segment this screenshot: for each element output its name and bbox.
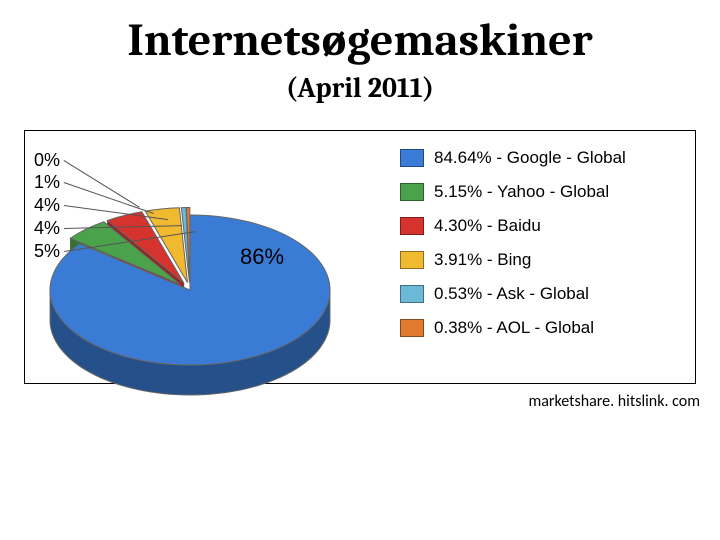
legend-swatch bbox=[400, 149, 424, 167]
legend-label: 4.30% - Baidu bbox=[434, 216, 541, 236]
legend-item: 4.30% - Baidu bbox=[400, 216, 626, 236]
legend-label: 0.38% - AOL - Global bbox=[434, 318, 594, 338]
pie-callout-label: 4% bbox=[34, 218, 60, 239]
legend-label: 0.53% - Ask - Global bbox=[434, 284, 589, 304]
legend-item: 3.91% - Bing bbox=[400, 250, 626, 270]
legend-item: 0.53% - Ask - Global bbox=[400, 284, 626, 304]
pie-callout-label: 4% bbox=[34, 195, 60, 216]
pie-callout-label: 0% bbox=[34, 150, 60, 171]
legend-item: 5.15% - Yahoo - Global bbox=[400, 182, 626, 202]
legend-item: 0.38% - AOL - Global bbox=[400, 318, 626, 338]
legend-label: 84.64% - Google - Global bbox=[434, 148, 626, 168]
source-caption: marketshare. hitslink. com bbox=[360, 392, 700, 411]
legend-label: 5.15% - Yahoo - Global bbox=[434, 182, 609, 202]
legend-swatch bbox=[400, 251, 424, 269]
legend-swatch bbox=[400, 183, 424, 201]
legend-item: 84.64% - Google - Global bbox=[400, 148, 626, 168]
pie-callout-line bbox=[64, 225, 182, 229]
legend-swatch bbox=[400, 285, 424, 303]
pie-callout-label: 5% bbox=[34, 241, 60, 262]
legend-label: 3.91% - Bing bbox=[434, 250, 531, 270]
pie-callout-line bbox=[63, 160, 140, 208]
legend-swatch bbox=[400, 319, 424, 337]
legend-swatch bbox=[400, 217, 424, 235]
slide: Internetsøgemaskiner (April 2011) 86% 0%… bbox=[0, 0, 720, 540]
pie-callout-line bbox=[64, 231, 196, 252]
legend: 84.64% - Google - Global 5.15% - Yahoo - … bbox=[400, 148, 626, 338]
pie-callout-label: 1% bbox=[34, 172, 60, 193]
pie-callout-line bbox=[64, 182, 154, 214]
